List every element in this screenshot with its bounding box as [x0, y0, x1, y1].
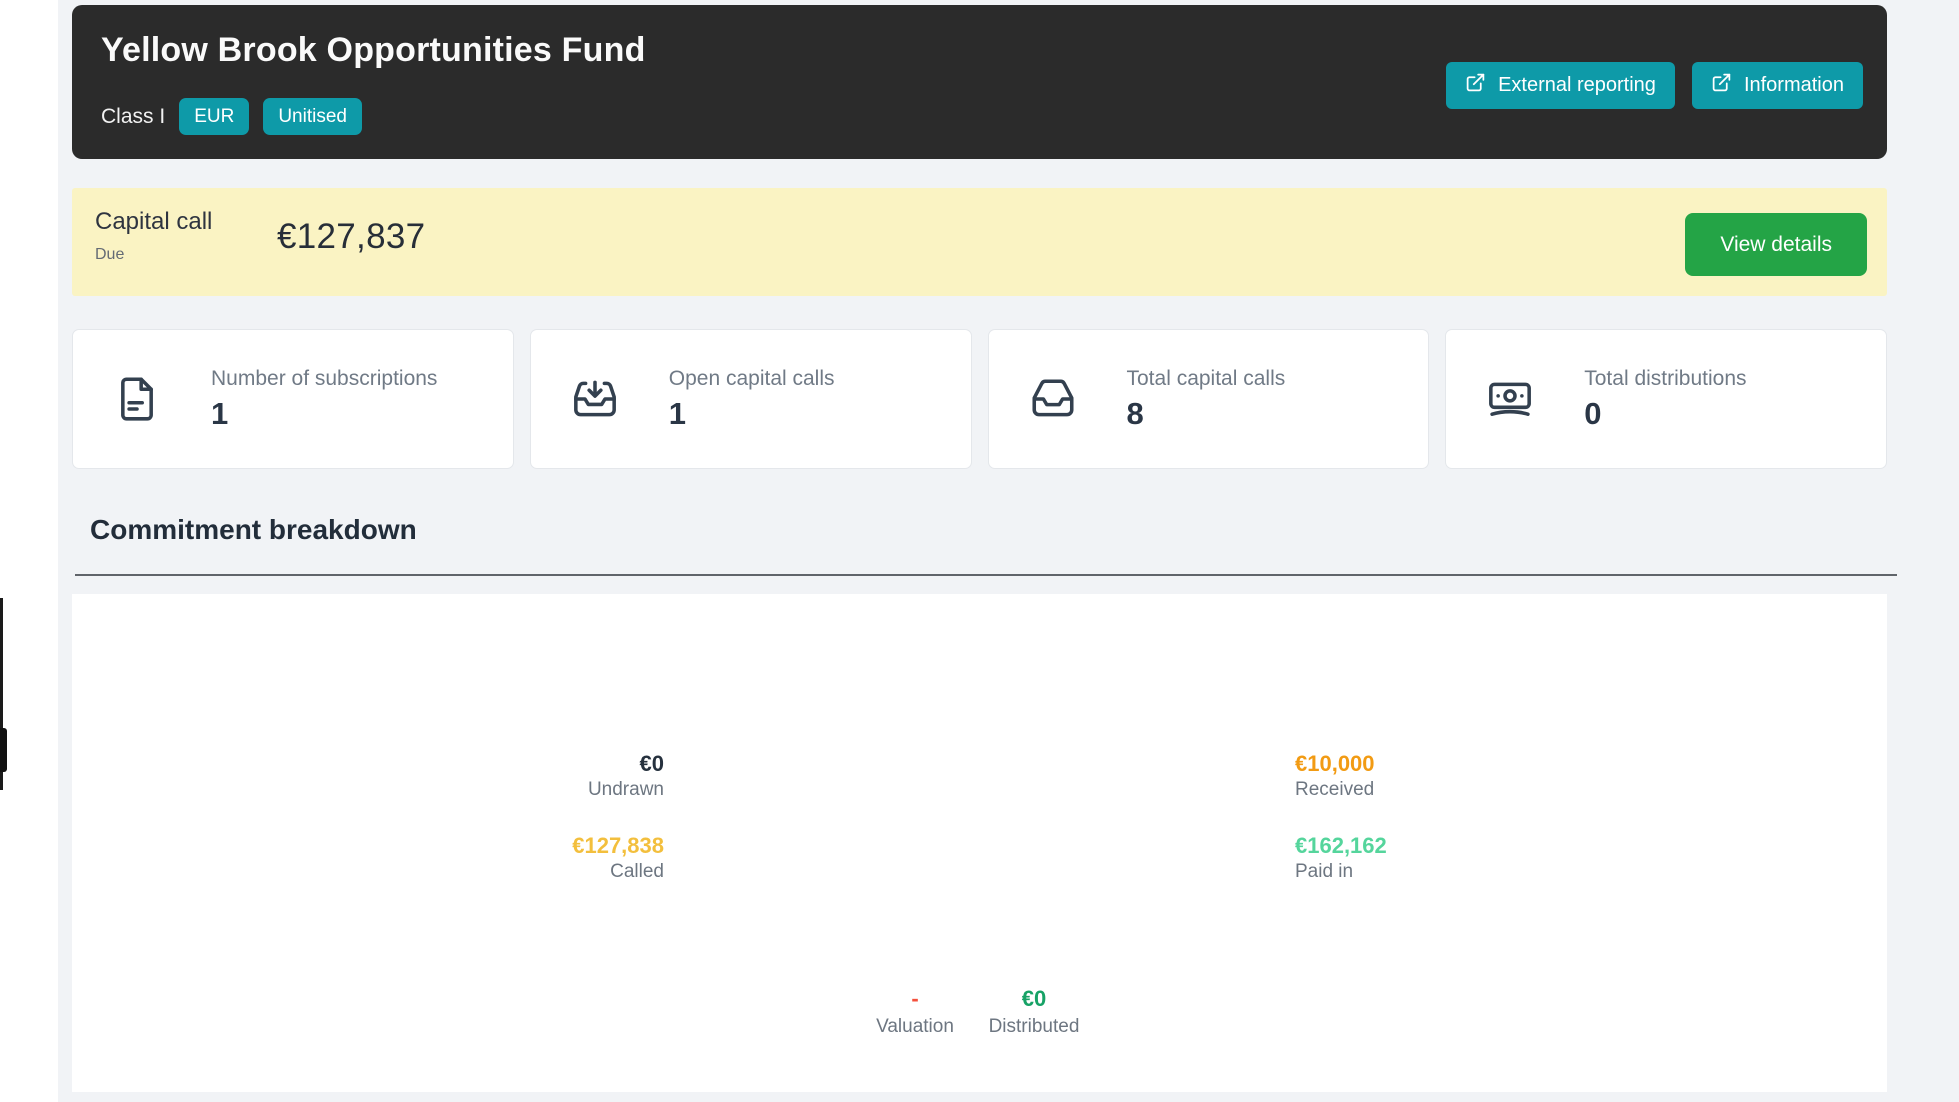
undrawn-stat: €0 Undrawn [572, 750, 664, 803]
chart-labels-bottom: - Valuation €0 Distributed [867, 984, 1095, 1040]
header-actions: External reporting Information [1446, 62, 1863, 109]
window-edge-artifact [0, 598, 3, 790]
external-reporting-button[interactable]: External reporting [1446, 62, 1675, 109]
unitised-badge: Unitised [263, 98, 362, 135]
undrawn-value: €0 [639, 751, 664, 776]
valuation-label: Valuation [876, 1016, 954, 1037]
share-class-label: Class I [101, 104, 166, 128]
received-stat: €10,000 Received [1295, 750, 1387, 803]
paid-in-stat: €162,162 Paid in [1295, 832, 1387, 885]
called-label: Called [610, 861, 664, 882]
fund-header: Yellow Brook Opportunities Fund Class I … [72, 5, 1887, 159]
capital-call-amount: €127,837 [277, 217, 426, 256]
document-icon [112, 374, 162, 424]
stat-card-open-capital-calls: Open capital calls 1 [529, 329, 972, 469]
stat-value: 0 [1584, 395, 1602, 431]
paid-in-value: €162,162 [1295, 833, 1387, 858]
stat-card-total-capital-calls: Total capital calls 8 [987, 329, 1430, 469]
stat-card-total-distributions: Total distributions 0 [1445, 329, 1887, 469]
valuation-value: - [911, 986, 919, 1011]
external-link-icon [1465, 72, 1486, 99]
external-link-icon [1711, 72, 1732, 99]
distributed-label: Distributed [988, 1016, 1080, 1037]
stat-value: 8 [1126, 395, 1144, 431]
stat-label: Open capital calls [668, 366, 835, 390]
section-title: Commitment breakdown [90, 514, 417, 545]
commitment-breakdown-card: €0 Undrawn €127,838 Called €10,000 Recei… [72, 594, 1887, 1092]
distributed-value: €0 [1021, 986, 1047, 1011]
window-edge-artifact [0, 728, 7, 772]
view-details-button[interactable]: View details [1685, 213, 1867, 276]
information-button[interactable]: Information [1691, 62, 1863, 109]
received-value: €10,000 [1295, 751, 1375, 776]
capital-call-due-label: Due [95, 246, 125, 263]
information-label: Information [1743, 74, 1844, 96]
section-divider [75, 574, 1897, 576]
stat-label: Total capital calls [1126, 366, 1286, 390]
stat-card-subscriptions: Number of subscriptions 1 [72, 329, 514, 469]
stat-label: Total distributions [1584, 366, 1747, 390]
fund-meta-row: Class I EUR Unitised [101, 98, 362, 135]
capital-call-title: Capital call [95, 208, 213, 235]
chart-labels-left: €0 Undrawn €127,838 Called [572, 750, 664, 914]
received-label: Received [1295, 779, 1375, 800]
undrawn-label: Undrawn [587, 779, 664, 800]
stats-row: Number of subscriptions 1 Open capital c… [72, 329, 1887, 469]
called-stat: €127,838 Called [572, 832, 664, 885]
inbox-icon [1028, 374, 1078, 424]
banknote-icon [1485, 374, 1535, 424]
inbox-arrow-down-icon [570, 374, 620, 424]
called-value: €127,838 [572, 833, 664, 858]
currency-badge: EUR [179, 98, 250, 135]
chart-labels-right: €10,000 Received €162,162 Paid in [1295, 750, 1387, 914]
external-reporting-label: External reporting [1498, 74, 1656, 96]
capital-call-banner: Capital call Due €127,837 View details [72, 188, 1887, 296]
distributed-stat: €0 Distributed [973, 984, 1095, 1040]
stat-label: Number of subscriptions [211, 366, 438, 390]
valuation-stat: - Valuation [867, 984, 963, 1040]
paid-in-label: Paid in [1295, 861, 1354, 882]
stat-value: 1 [211, 395, 229, 431]
page-title: Yellow Brook Opportunities Fund [101, 31, 646, 69]
stat-value: 1 [668, 395, 686, 431]
